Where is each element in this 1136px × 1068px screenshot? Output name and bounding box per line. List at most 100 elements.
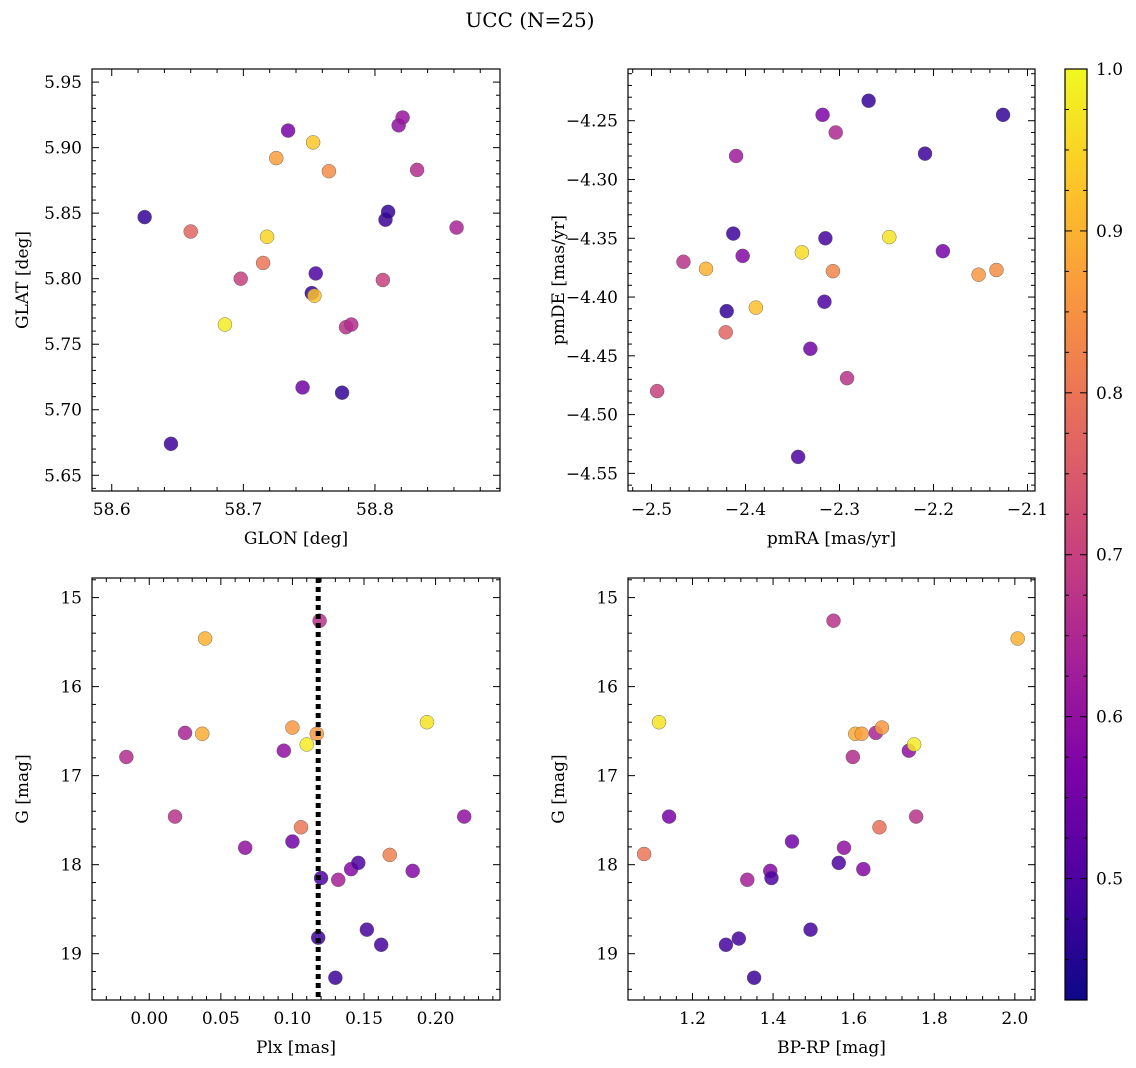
ticks	[628, 69, 1035, 491]
y-axis-label: pmDE [mas/yr]	[549, 215, 569, 345]
data-point	[718, 325, 733, 340]
data-point	[854, 726, 869, 742]
data-point	[735, 248, 750, 264]
data-point	[382, 847, 397, 863]
x-axis-label: Plx [mas]	[256, 1038, 336, 1058]
data-point	[649, 383, 665, 399]
y-axis-label: G [mag]	[549, 754, 569, 823]
x-tick-label: 58.8	[356, 500, 394, 520]
data-point	[395, 110, 410, 125]
colorbar-gradient	[1065, 69, 1087, 1000]
y-tick-label: −4.30	[566, 170, 618, 190]
y-tick-label: 5.70	[44, 401, 82, 421]
data-point	[269, 150, 284, 166]
data-point	[989, 262, 1004, 278]
colorbar-frame	[1064, 68, 1088, 1001]
data-points	[137, 110, 464, 452]
y-tick-label: 18	[596, 856, 618, 876]
data-point	[908, 809, 924, 824]
data-point	[874, 720, 890, 735]
data-point	[906, 737, 922, 752]
data-point	[313, 870, 329, 886]
x-tick-label: 58.7	[224, 500, 262, 520]
data-point	[726, 226, 741, 241]
data-point	[307, 288, 322, 303]
x-tick-label: 2.0	[1001, 1009, 1028, 1029]
data-point	[698, 261, 714, 277]
data-point	[861, 93, 876, 108]
x-tick-label: 0.00	[130, 1009, 168, 1029]
colorbar-tick-label: 0.8	[1096, 384, 1123, 404]
colorbar-tick-label: 0.6	[1096, 708, 1123, 728]
data-point	[237, 840, 253, 855]
x-tick-label: −2.1	[1007, 500, 1048, 520]
data-point	[457, 809, 472, 824]
data-point	[676, 254, 691, 269]
data-point	[285, 834, 300, 849]
data-points	[636, 613, 1025, 985]
data-point	[728, 148, 744, 164]
y-tick-label: 18	[60, 856, 82, 876]
data-point	[183, 224, 198, 239]
data-point	[636, 846, 652, 862]
data-point	[293, 820, 309, 835]
y-tick-label: 5.90	[44, 139, 82, 159]
data-point	[280, 123, 296, 138]
y-tick-label: 17	[596, 767, 618, 787]
axes-frame	[91, 68, 501, 492]
axes-frame	[627, 577, 1036, 1001]
data-point	[1010, 631, 1025, 646]
data-point	[718, 937, 734, 953]
data-point	[917, 146, 933, 161]
y-tick-label: 17	[60, 767, 82, 787]
data-point	[784, 834, 800, 849]
y-tick-label: 15	[60, 589, 82, 609]
data-point	[935, 244, 951, 259]
data-point	[826, 613, 841, 628]
y-tick-label: −4.55	[566, 464, 618, 484]
data-point	[299, 737, 314, 752]
data-point	[856, 861, 871, 877]
data-point	[195, 726, 210, 742]
colorbar-tick-label: 1.0	[1096, 60, 1123, 80]
x-tick-label: 0.15	[345, 1009, 383, 1029]
figure-title: UCC (N=25)	[465, 8, 594, 32]
y-tick-label: 19	[60, 945, 82, 965]
y-tick-label: −4.35	[566, 229, 618, 249]
x-axis-label: GLON [deg]	[244, 529, 348, 549]
data-point	[308, 266, 323, 281]
scatter-panel-2: −2.5 −2.4 −2.3 −2.2 −2.1 −4.55 −4.50 −4.45 −4.40…	[549, 68, 1048, 549]
colorbar-tick-label: 0.7	[1096, 546, 1123, 566]
data-point	[740, 872, 755, 888]
data-point	[217, 317, 233, 332]
data-point	[375, 272, 391, 288]
data-point	[295, 380, 310, 395]
data-point	[321, 164, 337, 179]
ticks	[92, 68, 500, 491]
axes-frame	[91, 577, 501, 1001]
data-point	[334, 385, 350, 400]
y-tick-label: 5.65	[44, 466, 82, 486]
data-point	[731, 931, 747, 946]
data-point	[836, 840, 852, 855]
data-point	[817, 294, 832, 309]
y-tick-label: 16	[596, 678, 618, 698]
data-point	[137, 209, 152, 225]
data-point	[748, 300, 764, 315]
data-point	[405, 863, 420, 879]
x-tick-label: −2.4	[725, 500, 766, 520]
x-tick-label: 1.4	[760, 1009, 787, 1029]
data-point	[803, 341, 818, 356]
data-points	[119, 613, 472, 985]
data-point	[971, 267, 986, 282]
x-axis-label: BP-RP [mag]	[777, 1038, 886, 1058]
colorbar-tick-label: 0.5	[1096, 870, 1123, 890]
x-tick-label: 1.8	[921, 1009, 948, 1029]
x-axis-label: pmRA [mas/yr]	[767, 529, 896, 549]
data-point	[255, 255, 271, 271]
colorbar-tick-label: 0.9	[1096, 222, 1123, 242]
colorbar: 0.5 0.6 0.7 0.8 0.9 1.0	[1064, 60, 1123, 1001]
data-point	[351, 855, 366, 871]
scatter-panel-4: 1.2 1.4 1.6 1.8 2.0 15 16 17 18 19 BP-RP [mag] G [m…	[549, 577, 1036, 1058]
data-point	[661, 809, 677, 824]
